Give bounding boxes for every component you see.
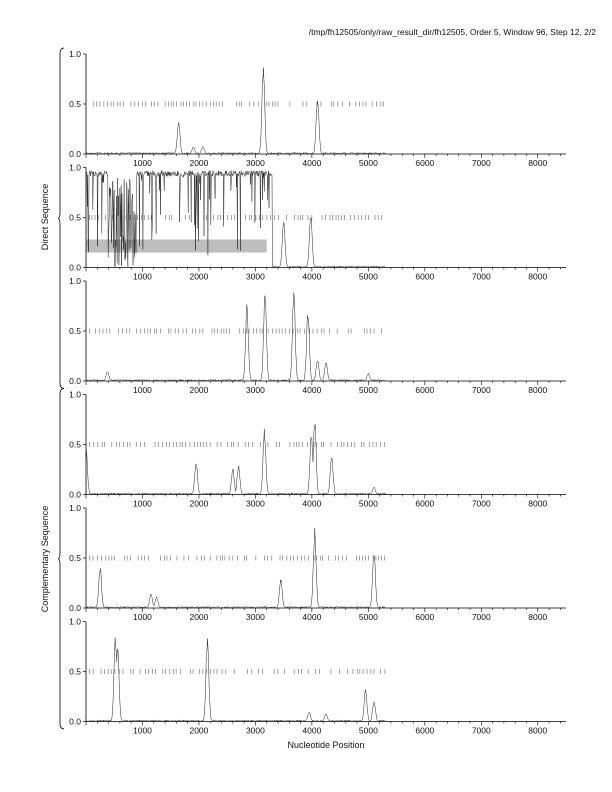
- x-tick-label: 6000: [415, 272, 434, 282]
- y-tick-label: 0.5: [69, 667, 81, 677]
- y-tick-label: 0.0: [69, 149, 81, 159]
- x-tick-label: 1000: [133, 272, 152, 282]
- x-tick-label: 8000: [528, 385, 547, 395]
- x-tick-label: 7000: [472, 726, 491, 736]
- x-tick-label: 1000: [133, 158, 152, 168]
- x-tick-label: 6000: [415, 612, 434, 622]
- x-tick-label: 3000: [246, 612, 265, 622]
- y-tick-label: 1.0: [69, 503, 81, 513]
- panel-3: 0.0 0.5 1.0 1000 2000 3000 4000 5000 6000 7000 800…: [69, 276, 566, 395]
- x-tick-label: 1000: [133, 726, 152, 736]
- y-tick-label: 1.0: [69, 276, 81, 286]
- signal-line: [85, 67, 386, 155]
- x-tick-label: 4000: [302, 726, 321, 736]
- x-tick-label: 3000: [246, 726, 265, 736]
- x-axis-label: Nucleotide Position: [287, 740, 364, 750]
- x-tick-label: 6000: [415, 726, 434, 736]
- x-tick-label: 6000: [415, 158, 434, 168]
- x-tick-label: 2000: [189, 158, 208, 168]
- signal-line: [85, 637, 386, 723]
- signal-line: [85, 292, 386, 382]
- group-label-direct: Direct Sequence: [40, 184, 50, 251]
- x-tick-label: 7000: [472, 272, 491, 282]
- x-tick-label: 5000: [359, 612, 378, 622]
- signal-line: [85, 528, 386, 609]
- panel-2: 0.0 0.5 1.0 1000 2000 3000 4000 5000 6000 7000 800…: [69, 163, 566, 282]
- panel-5: 0.0 0.5 1.0 1000 2000 3000 4000 5000 6000 7000 800…: [69, 503, 566, 622]
- panel-1: 0.0 0.5 1.0 1000 2000 3000 4000 5000 6000 7000 800…: [69, 49, 566, 168]
- x-tick-label: 7000: [472, 499, 491, 509]
- x-tick-label: 1000: [133, 499, 152, 509]
- x-tick-label: 2000: [189, 385, 208, 395]
- x-tick-label: 8000: [528, 726, 547, 736]
- x-tick-label: 6000: [415, 499, 434, 509]
- y-tick-label: 1.0: [69, 49, 81, 59]
- x-tick-label: 5000: [359, 499, 378, 509]
- x-tick-label: 1000: [133, 612, 152, 622]
- group-braces: [57, 47, 65, 730]
- x-tick-label: 3000: [246, 385, 265, 395]
- brace-direct: [57, 47, 65, 389]
- brace-complementary: [57, 388, 65, 730]
- signal-line: [85, 169, 386, 269]
- x-tick-label: 2000: [189, 612, 208, 622]
- signal-line: [85, 424, 386, 496]
- x-tick-label: 8000: [528, 612, 547, 622]
- x-tick-label: 4000: [302, 499, 321, 509]
- y-tick-label: 1.0: [69, 390, 81, 400]
- x-tick-label: 5000: [359, 272, 378, 282]
- x-tick-label: 2000: [189, 499, 208, 509]
- x-tick-label: 8000: [528, 158, 547, 168]
- x-tick-label: 4000: [302, 612, 321, 622]
- x-tick-label: 3000: [246, 499, 265, 509]
- x-tick-label: 3000: [246, 158, 265, 168]
- y-tick-label: 0.5: [69, 99, 81, 109]
- panel-6: 0.0 0.5 1.0 1000 2000 3000 4000 5000 6000 7000 800…: [69, 617, 566, 736]
- y-tick-label: 0.0: [69, 263, 81, 273]
- x-tick-label: 4000: [302, 272, 321, 282]
- x-tick-label: 4000: [302, 385, 321, 395]
- x-tick-label: 7000: [472, 385, 491, 395]
- panels: 0.0 0.5 1.0 1000 2000 3000 4000 5000 6000 7000 800…: [69, 49, 566, 736]
- x-tick-label: 5000: [359, 726, 378, 736]
- x-tick-label: 2000: [189, 272, 208, 282]
- y-tick-label: 0.5: [69, 326, 81, 336]
- figure-header: /tmp/fh12505/only/raw_result_dir/fh12505…: [308, 27, 596, 37]
- y-tick-label: 0.5: [69, 213, 81, 223]
- y-tick-label: 0.0: [69, 376, 81, 386]
- panel-4: 0.0 0.5 1.0 1000 2000 3000 4000 5000 6000 7000 800…: [69, 390, 566, 509]
- x-tick-label: 2000: [189, 726, 208, 736]
- x-tick-label: 8000: [528, 499, 547, 509]
- x-tick-label: 5000: [359, 158, 378, 168]
- y-tick-label: 0.5: [69, 553, 81, 563]
- x-tick-label: 4000: [302, 158, 321, 168]
- x-tick-label: 7000: [472, 158, 491, 168]
- y-tick-label: 0.5: [69, 440, 81, 450]
- y-tick-label: 0.0: [69, 490, 81, 500]
- group-label-complementary: Complementary Sequence: [40, 506, 50, 613]
- y-tick-label: 0.0: [69, 603, 81, 613]
- x-tick-label: 6000: [415, 385, 434, 395]
- x-tick-label: 3000: [246, 272, 265, 282]
- x-tick-label: 8000: [528, 272, 547, 282]
- y-tick-label: 1.0: [69, 617, 81, 627]
- x-tick-label: 7000: [472, 612, 491, 622]
- y-tick-label: 0.0: [69, 717, 81, 727]
- x-tick-label: 5000: [359, 385, 378, 395]
- x-tick-label: 1000: [133, 385, 152, 395]
- y-tick-label: 1.0: [69, 163, 81, 173]
